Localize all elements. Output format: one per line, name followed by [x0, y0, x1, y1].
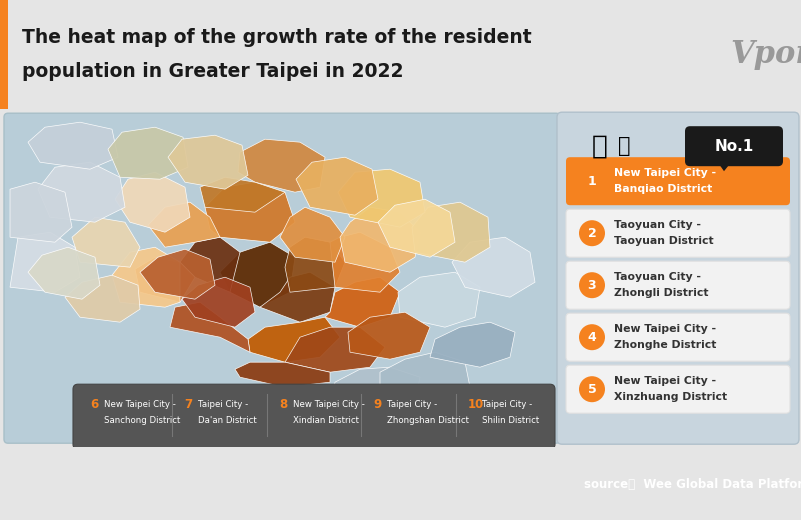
Text: 4: 4: [588, 331, 597, 344]
Polygon shape: [260, 272, 335, 322]
Text: Taipei City -: Taipei City -: [387, 400, 437, 409]
FancyBboxPatch shape: [566, 313, 790, 361]
Text: 10: 10: [468, 398, 484, 411]
Text: Sanchong District: Sanchong District: [104, 415, 180, 425]
Text: 9: 9: [373, 398, 381, 411]
Polygon shape: [248, 317, 340, 362]
Bar: [0, 0, 8, 109]
Text: Zhongli District: Zhongli District: [614, 288, 709, 298]
Text: Vpon: Vpon: [730, 38, 801, 70]
Text: Taoyuan City -: Taoyuan City -: [614, 272, 701, 282]
Text: Zhonghe District: Zhonghe District: [614, 340, 716, 350]
Polygon shape: [717, 161, 732, 171]
Polygon shape: [10, 182, 72, 242]
Text: 1: 1: [588, 175, 597, 188]
Polygon shape: [200, 177, 285, 212]
Polygon shape: [205, 182, 295, 242]
Polygon shape: [330, 232, 400, 292]
Text: New Taipei City -: New Taipei City -: [104, 400, 176, 409]
Polygon shape: [112, 247, 180, 307]
Text: Xinzhuang District: Xinzhuang District: [614, 392, 727, 402]
Text: 8: 8: [279, 398, 287, 411]
FancyBboxPatch shape: [566, 209, 790, 257]
Circle shape: [579, 168, 605, 194]
Text: New Taipei City -: New Taipei City -: [293, 400, 364, 409]
Polygon shape: [115, 172, 190, 232]
Text: No.1: No.1: [714, 139, 754, 154]
Polygon shape: [182, 277, 255, 327]
FancyBboxPatch shape: [557, 112, 799, 444]
Polygon shape: [38, 162, 125, 222]
FancyBboxPatch shape: [566, 157, 790, 205]
Polygon shape: [108, 127, 188, 179]
Text: 2: 2: [588, 227, 597, 240]
Polygon shape: [140, 249, 215, 299]
Text: Da'an District: Da'an District: [199, 415, 257, 425]
Polygon shape: [378, 199, 455, 257]
Text: Taipei City -: Taipei City -: [481, 400, 532, 409]
Text: New Taipei City -: New Taipei City -: [614, 376, 716, 386]
Polygon shape: [220, 242, 295, 307]
Text: 6: 6: [90, 398, 99, 411]
Text: source：  Wee Global Data Platform: source： Wee Global Data Platform: [584, 477, 801, 490]
Text: Xindian District: Xindian District: [293, 415, 359, 425]
FancyBboxPatch shape: [73, 384, 555, 449]
Circle shape: [579, 220, 605, 246]
Text: Taipei City -: Taipei City -: [199, 400, 248, 409]
FancyBboxPatch shape: [566, 261, 790, 309]
Polygon shape: [280, 207, 345, 262]
Polygon shape: [296, 157, 378, 215]
Polygon shape: [148, 202, 220, 247]
FancyBboxPatch shape: [4, 113, 560, 443]
Polygon shape: [330, 367, 420, 412]
Polygon shape: [430, 322, 515, 367]
Polygon shape: [72, 217, 140, 267]
Polygon shape: [238, 139, 325, 192]
Polygon shape: [285, 237, 345, 292]
Text: Banqiao District: Banqiao District: [614, 184, 712, 194]
Polygon shape: [28, 247, 100, 299]
Polygon shape: [180, 237, 240, 292]
Text: 5: 5: [588, 383, 597, 396]
Polygon shape: [340, 207, 420, 272]
Text: Shilin District: Shilin District: [481, 415, 539, 425]
Text: population in Greater Taipei in 2022: population in Greater Taipei in 2022: [22, 62, 404, 81]
Text: Taoyuan City -: Taoyuan City -: [614, 220, 701, 230]
Polygon shape: [235, 362, 330, 387]
Text: New Taipei City -: New Taipei City -: [614, 324, 716, 334]
Polygon shape: [135, 257, 195, 302]
Text: 7: 7: [184, 398, 192, 411]
Polygon shape: [338, 169, 425, 227]
Polygon shape: [412, 202, 490, 262]
Text: Zhongshan District: Zhongshan District: [387, 415, 469, 425]
FancyBboxPatch shape: [566, 365, 790, 413]
Polygon shape: [452, 237, 535, 297]
Text: The heat map of the growth rate of the resident: The heat map of the growth rate of the r…: [22, 28, 532, 47]
Polygon shape: [380, 352, 470, 399]
Polygon shape: [398, 272, 480, 327]
Text: 🌲: 🌲: [618, 136, 630, 156]
Polygon shape: [170, 302, 250, 352]
Text: 🏠: 🏠: [592, 133, 608, 159]
Polygon shape: [285, 327, 385, 372]
FancyBboxPatch shape: [685, 126, 783, 166]
Text: Taoyuan District: Taoyuan District: [614, 236, 714, 246]
Circle shape: [579, 376, 605, 402]
Circle shape: [579, 324, 605, 350]
Polygon shape: [348, 312, 430, 359]
Circle shape: [579, 272, 605, 298]
Polygon shape: [65, 275, 140, 322]
Text: New Taipei City -: New Taipei City -: [614, 168, 716, 178]
Text: 3: 3: [588, 279, 596, 292]
Polygon shape: [325, 277, 400, 327]
Polygon shape: [10, 232, 80, 292]
Polygon shape: [28, 122, 118, 169]
Polygon shape: [168, 135, 248, 189]
